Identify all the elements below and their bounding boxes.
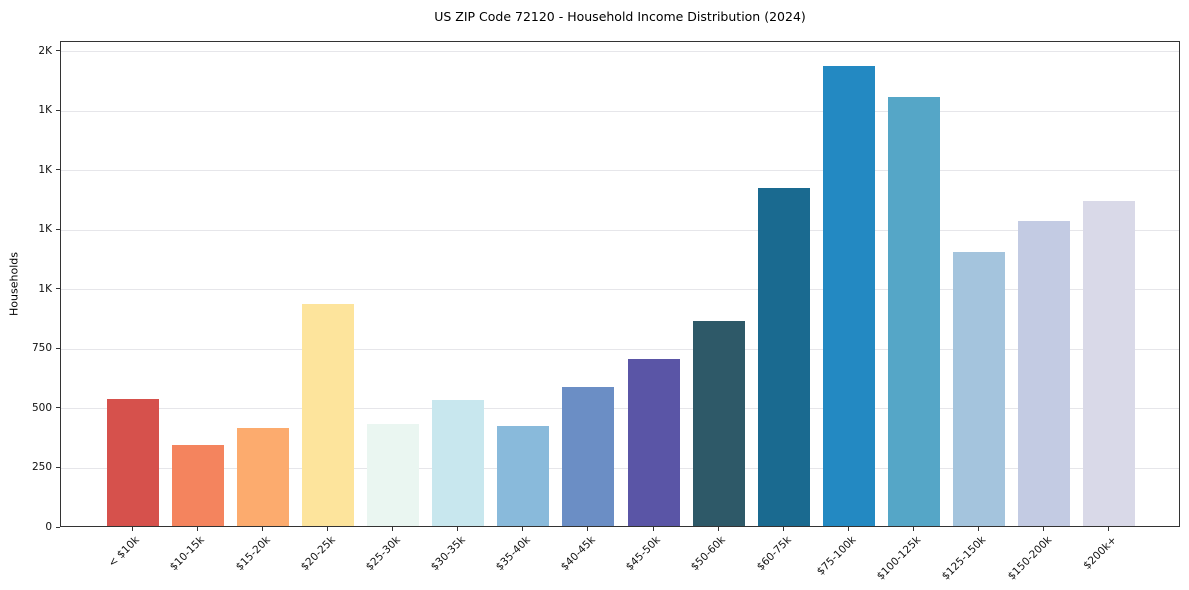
x-tick-label: $20-25k (298, 534, 338, 574)
bar (171, 445, 224, 526)
gridline (61, 289, 1179, 291)
y-tick-mark (56, 288, 60, 290)
y-tick-label: 1K (38, 223, 52, 236)
gridline (61, 110, 1179, 112)
bar (497, 425, 550, 526)
bar (301, 304, 354, 526)
y-tick-label: 0 (45, 521, 52, 533)
x-tick-label: $25-30k (363, 534, 403, 574)
bar (1018, 221, 1071, 526)
x-tick-mark (261, 527, 263, 531)
y-tick-label: 750 (31, 342, 52, 355)
y-tick-label: 250 (31, 461, 52, 474)
y-tick-mark (56, 228, 60, 230)
y-tick-mark (56, 526, 60, 528)
y-tick-mark (56, 169, 60, 171)
y-tick-mark (56, 407, 60, 409)
y-tick-label: 1K (38, 104, 52, 117)
x-tick-label: $10-15k (168, 534, 208, 574)
gridline (61, 408, 1179, 410)
x-tick-label: $125-150k (940, 534, 989, 583)
y-tick-mark (56, 50, 60, 52)
bar (1083, 200, 1136, 526)
x-tick-mark (457, 527, 459, 531)
x-tick-label: $150-200k (1005, 534, 1054, 583)
x-tick-mark (913, 527, 915, 531)
x-tick-label: $200k+ (1080, 534, 1119, 572)
y-tick-label: 1K (38, 282, 52, 295)
bar (757, 187, 810, 526)
bar (432, 399, 485, 526)
bar (562, 386, 615, 526)
x-tick-label: $35-40k (493, 534, 533, 574)
chart-title: US ZIP Code 72120 - Household Income Dis… (434, 9, 806, 24)
x-tick-label: $40-45k (558, 534, 598, 574)
bar (367, 423, 420, 526)
gridline (61, 348, 1179, 350)
bar (953, 252, 1006, 526)
bar (627, 359, 680, 526)
x-tick-mark (131, 527, 133, 531)
bar (692, 321, 745, 526)
gridline (61, 467, 1179, 469)
bar (822, 66, 875, 526)
plot-area (60, 41, 1180, 527)
y-tick-mark (56, 109, 60, 111)
x-tick-mark (392, 527, 394, 531)
x-tick-mark (1043, 527, 1045, 531)
x-tick-mark (652, 527, 654, 531)
x-tick-label: < $10k (106, 534, 143, 570)
x-tick-mark (587, 527, 589, 531)
y-tick-label: 1K (38, 163, 52, 176)
x-tick-label: $60-75k (754, 534, 794, 574)
x-tick-label: $50-60k (689, 534, 729, 574)
bar (106, 398, 159, 526)
gridline (61, 51, 1179, 53)
bar (887, 97, 941, 526)
x-tick-mark (717, 527, 719, 531)
gridline (61, 229, 1179, 231)
x-tick-mark (326, 527, 328, 531)
y-tick-mark (56, 347, 60, 349)
x-tick-label: $100-125k (874, 534, 924, 583)
x-tick-mark (847, 527, 849, 531)
y-tick-label: 2K (38, 44, 52, 57)
x-tick-label: $75-100k (814, 534, 859, 578)
x-tick-mark (782, 527, 784, 531)
x-tick-label: $45-50k (623, 534, 664, 574)
x-tick-mark (522, 527, 524, 531)
x-tick-mark (196, 527, 198, 531)
x-tick-mark (978, 527, 980, 531)
y-tick-label: 500 (31, 401, 52, 414)
bar (236, 428, 289, 526)
x-tick-label: $15-20k (233, 534, 273, 574)
gridline (61, 170, 1179, 172)
y-tick-mark (56, 466, 60, 468)
x-tick-label: $30-35k (428, 534, 468, 574)
x-tick-mark (1108, 527, 1110, 531)
